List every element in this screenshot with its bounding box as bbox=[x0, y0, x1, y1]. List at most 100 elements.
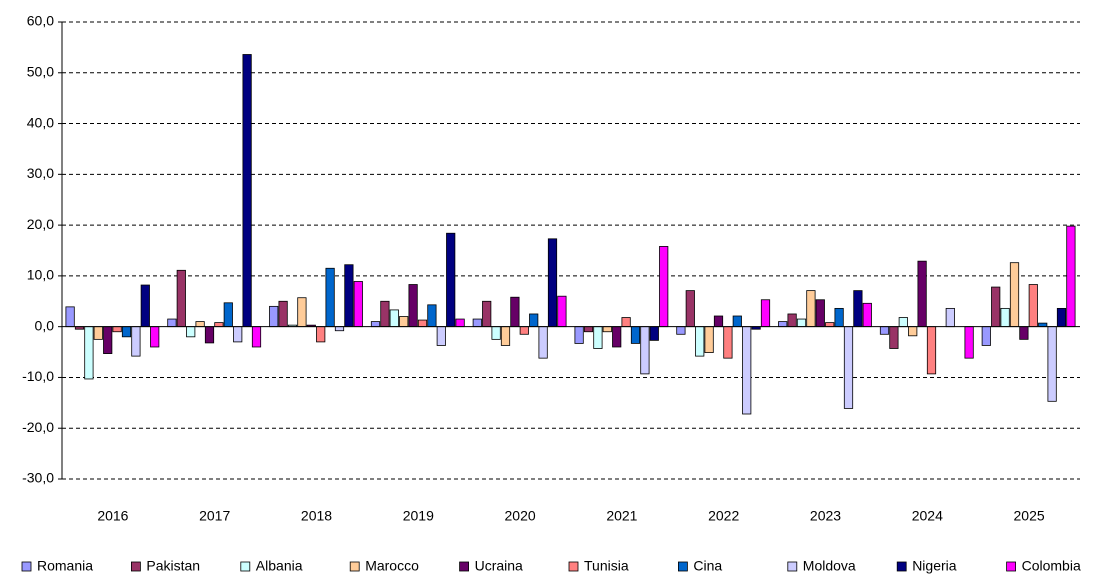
bar bbox=[242, 54, 252, 328]
x-tick-label: 2023 bbox=[810, 508, 841, 524]
x-tick-label: 2022 bbox=[708, 508, 739, 524]
bar bbox=[472, 318, 482, 328]
bar bbox=[862, 302, 872, 328]
legend-swatch bbox=[787, 561, 798, 572]
bar bbox=[353, 281, 363, 328]
bar bbox=[778, 321, 788, 328]
bar bbox=[519, 326, 529, 335]
legend-label: Cina bbox=[693, 558, 722, 574]
bar bbox=[204, 326, 215, 344]
bar bbox=[1047, 326, 1057, 402]
y-tick-label: 50,0 bbox=[27, 63, 54, 79]
bar bbox=[1038, 322, 1048, 328]
y-tick-label: -20,0 bbox=[22, 419, 54, 435]
bar bbox=[621, 317, 631, 328]
bar bbox=[112, 326, 122, 333]
bar bbox=[103, 326, 113, 354]
legend-swatch bbox=[349, 561, 360, 572]
bar bbox=[742, 326, 752, 415]
bar bbox=[806, 290, 816, 328]
bar bbox=[945, 307, 955, 328]
bar bbox=[1000, 307, 1010, 328]
bar bbox=[583, 326, 594, 333]
bar bbox=[417, 319, 428, 328]
bar bbox=[538, 326, 548, 359]
bar bbox=[150, 326, 160, 348]
y-tick-label: 10,0 bbox=[27, 267, 54, 283]
bar bbox=[278, 300, 288, 328]
x-tick-label: 2021 bbox=[606, 508, 637, 524]
bar bbox=[427, 304, 437, 328]
bar bbox=[713, 315, 724, 328]
bar bbox=[529, 313, 539, 328]
bar bbox=[557, 295, 567, 328]
bar bbox=[964, 326, 974, 359]
bar bbox=[482, 300, 492, 328]
bar bbox=[1009, 262, 1020, 328]
legend-swatch bbox=[21, 561, 32, 572]
bar bbox=[1066, 225, 1076, 328]
y-tick-label: -10,0 bbox=[22, 368, 54, 384]
legend-label: Nigeria bbox=[912, 558, 957, 574]
bar bbox=[593, 326, 603, 349]
y-tick-label: -30,0 bbox=[22, 470, 54, 486]
bar bbox=[926, 326, 937, 375]
x-tick-label: 2020 bbox=[505, 508, 536, 524]
legend-label: Marocco bbox=[365, 558, 419, 574]
bar bbox=[889, 326, 899, 349]
y-tick-label: 30,0 bbox=[27, 165, 54, 181]
bar bbox=[93, 326, 103, 340]
bar bbox=[991, 286, 1001, 328]
bar bbox=[574, 326, 584, 344]
bar bbox=[732, 315, 742, 328]
bar bbox=[649, 326, 659, 341]
legend-label: Albania bbox=[256, 558, 303, 574]
bar bbox=[121, 326, 132, 338]
bar bbox=[325, 267, 335, 328]
bar bbox=[491, 326, 501, 340]
bar bbox=[344, 264, 354, 328]
bar bbox=[917, 260, 927, 328]
legend-swatch bbox=[130, 561, 141, 572]
bar bbox=[659, 246, 669, 328]
bar bbox=[223, 302, 233, 328]
y-tick-label: 20,0 bbox=[27, 216, 54, 232]
bar bbox=[176, 269, 186, 328]
x-tick-label: 2024 bbox=[912, 508, 943, 524]
bar bbox=[446, 232, 456, 328]
x-tick-label: 2019 bbox=[403, 508, 434, 524]
bar bbox=[676, 326, 686, 335]
bar bbox=[602, 326, 612, 333]
bar bbox=[500, 326, 511, 346]
legend-swatch bbox=[678, 561, 688, 572]
bar bbox=[723, 326, 733, 359]
x-tick-label: 2018 bbox=[301, 508, 332, 524]
bar bbox=[853, 290, 863, 328]
bar bbox=[1028, 284, 1038, 328]
bar bbox=[787, 313, 797, 328]
bar bbox=[695, 326, 705, 357]
legend-swatch bbox=[568, 561, 579, 572]
bar bbox=[131, 326, 141, 357]
bar bbox=[898, 317, 908, 328]
bar bbox=[316, 326, 326, 343]
bar bbox=[825, 322, 835, 328]
bar bbox=[760, 299, 771, 328]
bar bbox=[167, 318, 177, 328]
bar bbox=[547, 238, 558, 328]
bar bbox=[233, 326, 243, 343]
bar bbox=[612, 326, 622, 348]
legend-label: Ucraina bbox=[475, 558, 523, 574]
bar bbox=[140, 284, 150, 328]
bar bbox=[269, 305, 279, 328]
bar bbox=[380, 300, 390, 328]
bar bbox=[436, 326, 446, 346]
bar bbox=[796, 318, 807, 328]
bar bbox=[908, 326, 918, 337]
bar bbox=[214, 322, 224, 328]
bar bbox=[640, 326, 650, 375]
bar bbox=[195, 321, 205, 328]
bar bbox=[370, 321, 381, 328]
bar bbox=[1019, 326, 1029, 340]
